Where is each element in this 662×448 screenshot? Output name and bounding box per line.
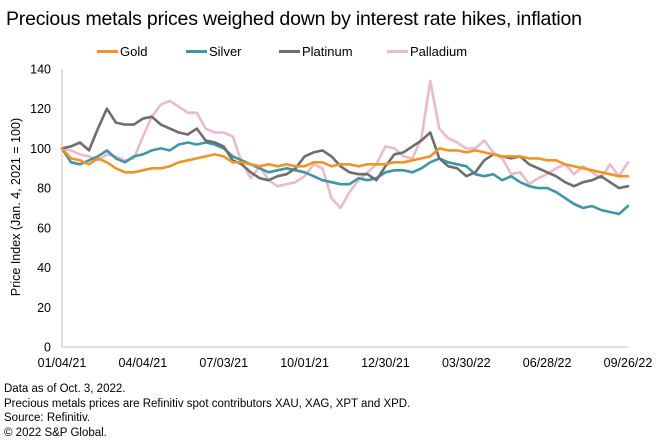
legend-item-gold: Gold <box>97 44 147 59</box>
legend-item-platinum: Platinum <box>279 44 353 59</box>
legend-item-silver: Silver <box>186 44 242 59</box>
series-line-silver <box>60 141 630 216</box>
legend-label-gold: Gold <box>120 44 148 59</box>
legend-swatch-palladium <box>387 50 408 53</box>
legend-swatch-silver <box>186 50 207 53</box>
legend: Gold Silver Platinum Palladium <box>0 44 662 62</box>
series-line-platinum <box>60 107 630 190</box>
legend-label-silver: Silver <box>209 44 242 59</box>
y-tick-label: 120 <box>30 102 51 116</box>
y-tick-label: 20 <box>37 301 51 315</box>
x-tick-label: 06/28/22 <box>523 356 572 370</box>
y-tick-label: 0 <box>44 341 51 355</box>
y-tick-label: 140 <box>30 63 51 77</box>
y-tick-label: 100 <box>30 142 51 156</box>
legend-label-palladium: Palladium <box>410 44 468 59</box>
series-line-gold <box>60 147 630 178</box>
x-tick-label: 12/30/21 <box>361 356 410 370</box>
x-tick-label: 09/26/22 <box>604 356 653 370</box>
x-tick-label: 03/30/22 <box>442 356 491 370</box>
legend-item-palladium: Palladium <box>387 44 467 59</box>
x-tick-label: 07/03/21 <box>199 356 248 370</box>
x-tick-label: 01/04/21 <box>38 356 87 370</box>
chart-notes: Data as of Oct. 3, 2022. Precious metals… <box>4 382 410 440</box>
note-source: Source: Refinitiv. <box>4 412 91 424</box>
note-data-date: Data as of Oct. 3, 2022. <box>4 383 126 395</box>
x-tick-label: 04/04/21 <box>119 356 168 370</box>
y-tick-label: 80 <box>37 182 51 196</box>
note-copyright: © 2022 S&P Global. <box>4 426 107 439</box>
chart-title: Precious metals prices weighed down by i… <box>6 8 582 30</box>
series-line-palladium <box>60 79 630 210</box>
x-tick-label: 10/01/21 <box>280 356 329 370</box>
note-description: Precious metals prices are Refinitiv spo… <box>4 397 411 410</box>
legend-label-platinum: Platinum <box>302 44 353 59</box>
legend-swatch-gold <box>97 50 118 53</box>
legend-swatch-platinum <box>279 50 300 53</box>
y-tick-label: 60 <box>37 221 51 235</box>
y-tick-label: 40 <box>37 261 51 275</box>
